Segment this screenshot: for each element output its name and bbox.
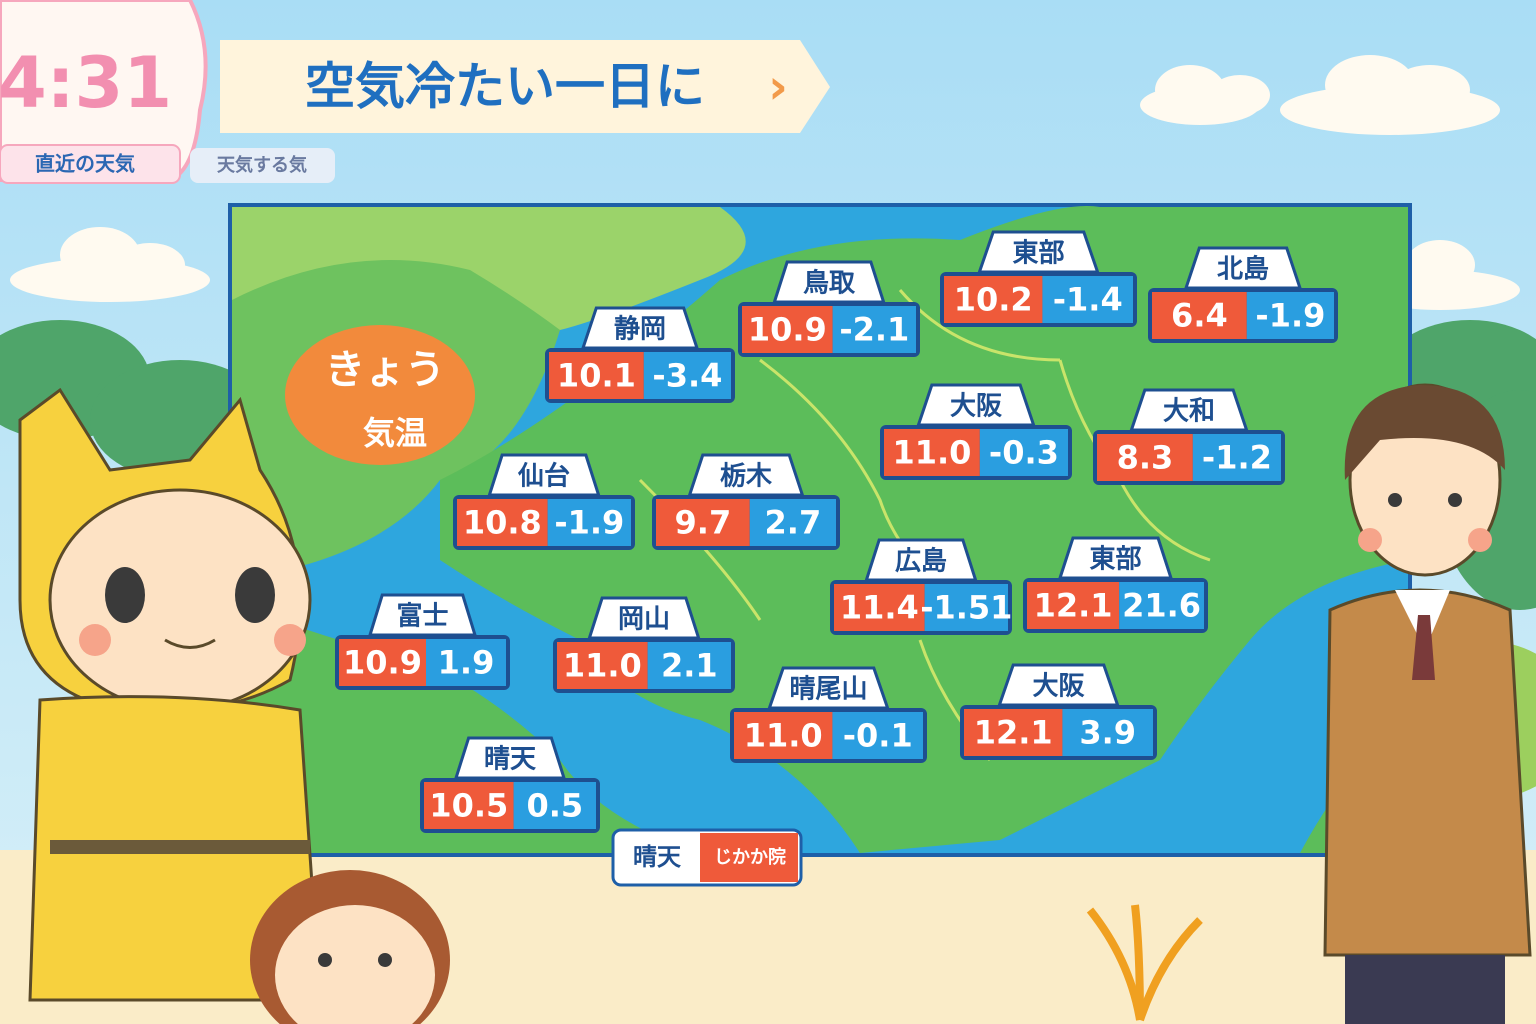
badge-line2: 気温 (363, 414, 427, 452)
high-cell (339, 639, 426, 686)
low-cell (1246, 292, 1334, 339)
high-cell (549, 352, 644, 399)
city-name: 静岡 (614, 314, 666, 345)
low-cell (643, 352, 731, 399)
low-temp: 3.9 (1079, 714, 1136, 752)
high-temp: 11.0 (563, 647, 642, 685)
low-cell (426, 639, 506, 686)
high-cell (457, 499, 548, 546)
high-cell (964, 709, 1063, 756)
high-temp: 11.4 (840, 589, 919, 627)
high-temp: 10.5 (429, 787, 508, 825)
clouds (10, 55, 1520, 310)
low-temp: 2.1 (661, 647, 718, 685)
city-name: 北島 (1217, 255, 1269, 285)
city-name: 大阪 (1032, 672, 1084, 702)
high-cell (734, 712, 833, 759)
low-temp: -1.9 (554, 504, 624, 542)
legend-right: じかか院 (714, 847, 786, 868)
city-name: 富士 (396, 602, 448, 632)
high-temp: 10.8 (463, 504, 542, 542)
low-temp: -1.9 (1255, 297, 1325, 335)
high-cell (1097, 434, 1193, 481)
low-cell (832, 712, 923, 759)
low-temp: 2.7 (765, 504, 822, 542)
high-cell (1152, 292, 1247, 339)
plant (1086, 904, 1203, 1022)
city-name: 東部 (1012, 239, 1064, 269)
presenter (1323, 383, 1532, 1024)
city-name: 岡山 (618, 605, 670, 635)
high-cell (884, 429, 980, 476)
low-cell (924, 584, 1008, 631)
high-temp: 11.0 (892, 434, 971, 472)
high-temp: 10.9 (343, 644, 422, 682)
city-labels: 鳥取 10.9 -2.1 東部 10.2 -1.4 北島 6.4 -1.9 静岡 10.1 -3.4 大… (335, 230, 1338, 833)
city-name: 晴天 (484, 745, 536, 775)
badge-line1: きょう (325, 347, 445, 393)
high-temp: 10.1 (557, 357, 636, 395)
city-name: 大阪 (950, 392, 1002, 422)
low-temp: -2.1 (839, 311, 909, 349)
low-cell (749, 499, 836, 546)
high-temp: 8.3 (1117, 439, 1174, 477)
headline-arrow: › (768, 59, 788, 115)
low-temp: -0.3 (989, 434, 1059, 472)
badge (285, 325, 475, 465)
city-name: 栃木 (720, 462, 772, 492)
high-cell (557, 642, 648, 689)
high-cell (834, 584, 925, 631)
city-name: 東部 (1089, 545, 1141, 575)
low-cell (1119, 582, 1204, 629)
low-temp: -0.1 (843, 717, 913, 755)
city-name: 仙台 (517, 461, 570, 492)
high-cell (742, 306, 833, 353)
clock-caption-box (0, 144, 181, 184)
low-temp: -1.4 (1053, 281, 1123, 319)
headline: 空気冷たい一日に (305, 58, 705, 116)
high-cell (656, 499, 750, 546)
low-cell (513, 782, 596, 829)
high-temp: 11.0 (744, 717, 823, 755)
city-name: 晴尾山 (789, 675, 867, 705)
low-cell (979, 429, 1068, 476)
tag-box (190, 148, 335, 183)
city-name: 広島 (895, 547, 947, 577)
low-temp: -3.4 (652, 357, 722, 395)
headline-panel (220, 40, 830, 133)
high-temp: 9.7 (675, 504, 732, 542)
low-temp: 0.5 (526, 787, 583, 825)
low-cell (832, 306, 916, 353)
high-temp: 6.4 (1171, 297, 1228, 335)
city-name: 大和 (1163, 397, 1215, 427)
clock: 4:31 (0, 42, 172, 124)
low-temp: -1.2 (1202, 439, 1272, 477)
low-cell (647, 642, 731, 689)
high-temp: 12.1 (974, 714, 1053, 752)
child (250, 870, 450, 1024)
legend-left: 晴天 (633, 843, 681, 871)
tag: 天気する気 (217, 154, 307, 176)
high-temp: 10.2 (954, 281, 1033, 319)
high-cell (424, 782, 514, 829)
high-cell (944, 276, 1043, 323)
legend-swatch (700, 833, 798, 882)
clock-caption: 直近の天気 (35, 152, 135, 176)
low-cell (1192, 434, 1281, 481)
mascot (18, 387, 322, 1002)
high-cell (1027, 582, 1120, 629)
low-temp: -1.51 (920, 589, 1012, 627)
low-cell (1042, 276, 1133, 323)
high-temp: 12.1 (1034, 587, 1113, 625)
low-cell (547, 499, 631, 546)
high-temp: 10.9 (748, 311, 827, 349)
low-temp: 21.6 (1122, 587, 1201, 625)
city-name: 鳥取 (803, 269, 856, 299)
low-temp: 1.9 (438, 644, 495, 682)
low-cell (1062, 709, 1153, 756)
